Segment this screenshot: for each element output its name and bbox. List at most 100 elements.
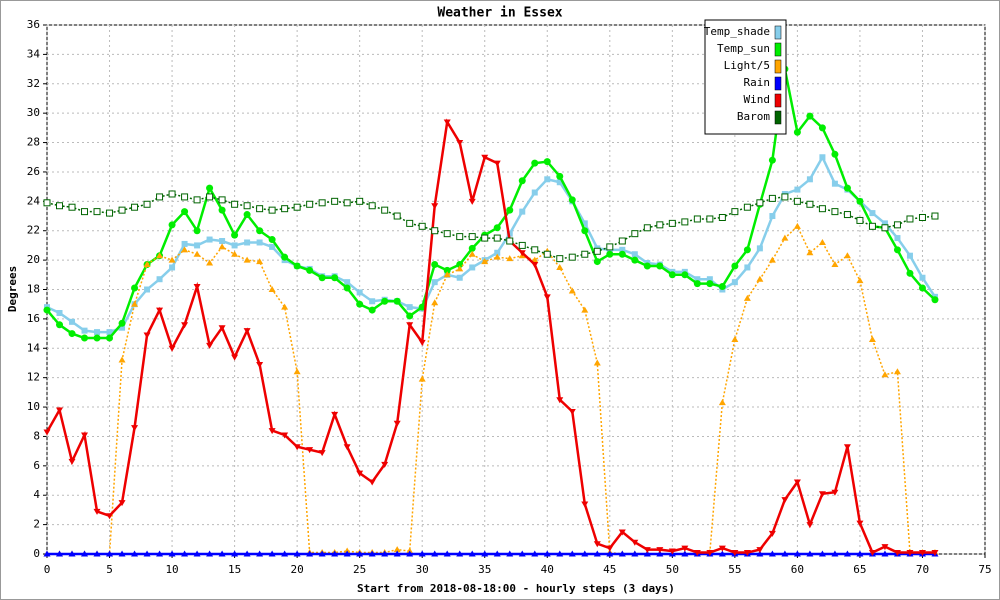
data-point <box>293 262 301 270</box>
data-point <box>631 251 638 258</box>
data-point <box>268 286 276 292</box>
data-point <box>694 276 701 283</box>
data-point <box>893 221 901 229</box>
data-point <box>231 200 239 208</box>
data-point <box>894 235 901 242</box>
data-point <box>631 230 639 238</box>
data-point <box>793 479 801 486</box>
data-point <box>456 233 464 241</box>
data-point <box>431 261 439 269</box>
legend-label: Temp_sun <box>717 42 770 55</box>
data-point <box>581 306 589 313</box>
x-tick-label: 5 <box>106 563 113 576</box>
legend-label: Barom <box>737 110 770 123</box>
data-point <box>618 529 626 536</box>
data-point <box>56 550 64 557</box>
data-point <box>906 252 913 259</box>
data-point <box>68 203 76 211</box>
data-point <box>168 550 176 557</box>
data-point <box>543 158 551 166</box>
y-tick-label: 30 <box>27 106 40 119</box>
data-point <box>93 550 101 557</box>
data-point <box>731 550 739 557</box>
data-point <box>731 335 739 342</box>
data-point <box>743 203 751 211</box>
data-point <box>918 284 926 292</box>
data-point <box>43 550 51 557</box>
data-point <box>781 193 789 201</box>
data-point <box>831 208 839 216</box>
data-point <box>556 255 564 263</box>
data-point <box>243 202 251 210</box>
data-point <box>193 550 201 557</box>
data-point <box>181 550 189 557</box>
data-point <box>881 220 888 227</box>
data-point <box>543 550 551 557</box>
data-point <box>893 550 901 557</box>
data-point <box>793 197 801 205</box>
data-point <box>293 550 301 557</box>
data-point <box>106 513 114 520</box>
data-point <box>406 219 414 227</box>
data-point <box>806 522 814 529</box>
data-point <box>756 199 764 207</box>
data-point <box>606 550 614 557</box>
data-point <box>906 269 914 277</box>
data-point <box>381 297 389 305</box>
data-point <box>906 215 914 223</box>
data-point <box>81 334 89 342</box>
x-axis-label: Start from 2018-08-18:00 - hourly steps … <box>357 582 675 595</box>
data-point <box>718 399 726 406</box>
data-point <box>456 550 464 557</box>
data-point <box>343 284 351 292</box>
data-point <box>931 550 939 557</box>
data-point <box>431 299 439 306</box>
data-point <box>906 550 914 557</box>
data-point <box>768 256 776 263</box>
data-point <box>318 550 326 557</box>
data-point <box>243 328 251 335</box>
data-point <box>218 206 226 214</box>
data-point <box>293 203 301 211</box>
data-point <box>606 243 614 251</box>
data-point <box>231 550 239 557</box>
data-point <box>531 550 539 557</box>
series <box>43 118 939 557</box>
data-point <box>418 375 426 382</box>
data-point <box>668 548 676 555</box>
data-point <box>918 213 926 221</box>
data-point <box>919 274 926 281</box>
data-point <box>831 550 839 557</box>
data-point <box>131 425 139 432</box>
data-point <box>68 458 76 465</box>
data-point <box>843 211 851 219</box>
data-point <box>218 550 226 557</box>
data-point <box>243 550 251 557</box>
data-point <box>556 397 564 404</box>
data-point <box>268 428 276 435</box>
data-point <box>318 274 326 282</box>
data-point <box>431 279 438 286</box>
x-tick-label: 30 <box>416 563 429 576</box>
data-point <box>743 246 751 254</box>
data-point <box>443 119 451 126</box>
data-point <box>781 497 789 504</box>
data-point <box>231 250 239 257</box>
data-point <box>931 212 939 220</box>
y-tick-label: 10 <box>27 400 40 413</box>
data-point <box>493 160 501 167</box>
data-point <box>106 209 114 217</box>
data-point <box>443 266 451 274</box>
data-point <box>443 271 451 278</box>
data-point <box>468 250 476 257</box>
data-point <box>531 246 539 254</box>
data-point <box>418 303 426 311</box>
data-point <box>693 280 701 288</box>
data-point <box>418 222 426 230</box>
data-point <box>131 300 139 307</box>
data-point <box>68 330 76 338</box>
data-point <box>393 212 401 220</box>
y-tick-label: 4 <box>33 488 40 501</box>
data-point <box>681 545 689 552</box>
legend-label: Rain <box>744 76 771 89</box>
